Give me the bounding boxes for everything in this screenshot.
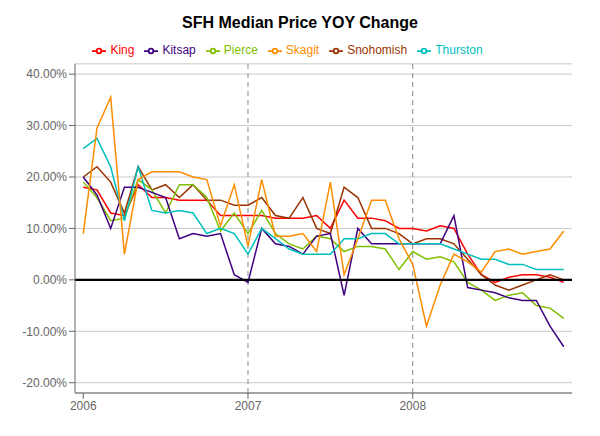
html-text:Snohomish: Snohomish [347, 43, 408, 57]
svg-text:20.00%: 20.00% [26, 170, 67, 184]
svg-text:40.00%: 40.00% [26, 67, 67, 81]
svg-text:2007: 2007 [235, 399, 262, 413]
html-text:Skagit: Skagit [285, 43, 320, 57]
svg-text:2008: 2008 [399, 399, 426, 413]
svg-text:10.00%: 10.00% [26, 222, 67, 236]
svg-text:2006: 2006 [70, 399, 97, 413]
svg-text:30.00%: 30.00% [26, 119, 67, 133]
html-text:King: King [110, 43, 135, 57]
html-text:Pierce: Pierce [223, 43, 258, 57]
svg-text:-10.00%: -10.00% [22, 325, 67, 339]
html-text:Kitsap: Kitsap [162, 43, 196, 57]
html-text:Thurston: Thurston [435, 43, 483, 57]
html-text:SFH Median Price YOY Change: SFH Median Price YOY Change [182, 14, 418, 31]
svg-text:-20.00%: -20.00% [22, 376, 67, 390]
svg-text:0.00%: 0.00% [33, 273, 67, 287]
